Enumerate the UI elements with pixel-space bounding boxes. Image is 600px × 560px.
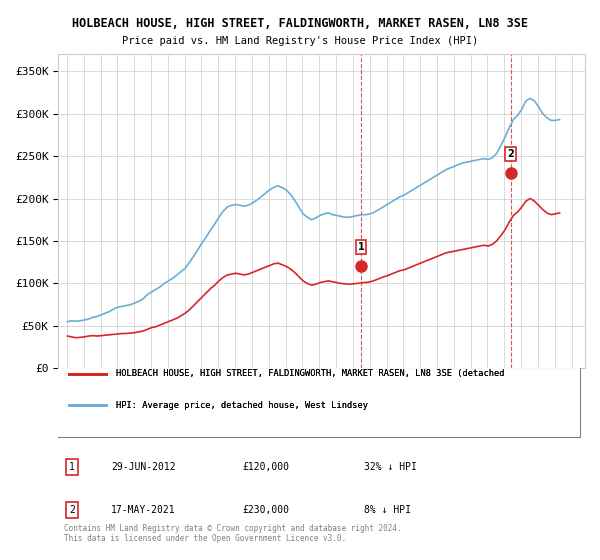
Text: 1: 1: [358, 242, 364, 252]
Text: 1: 1: [69, 462, 75, 472]
Text: 29-JUN-2012: 29-JUN-2012: [111, 462, 176, 472]
Text: 2: 2: [69, 505, 75, 515]
Text: 8% ↓ HPI: 8% ↓ HPI: [364, 505, 411, 515]
Text: HOLBEACH HOUSE, HIGH STREET, FALDINGWORTH, MARKET RASEN, LN8 3SE (detached: HOLBEACH HOUSE, HIGH STREET, FALDINGWORT…: [116, 369, 505, 378]
Text: £120,000: £120,000: [243, 462, 290, 472]
Text: 32% ↓ HPI: 32% ↓ HPI: [364, 462, 417, 472]
Text: HOLBEACH HOUSE, HIGH STREET, FALDINGWORTH, MARKET RASEN, LN8 3SE: HOLBEACH HOUSE, HIGH STREET, FALDINGWORT…: [72, 17, 528, 30]
Text: £230,000: £230,000: [243, 505, 290, 515]
FancyBboxPatch shape: [53, 367, 580, 437]
Text: HPI: Average price, detached house, West Lindsey: HPI: Average price, detached house, West…: [116, 401, 368, 410]
Text: HOLBEACH HOUSE, HIGH STREET, FALDINGWORTH, MARKET RASEN, LN8 3SE (detached: HOLBEACH HOUSE, HIGH STREET, FALDINGWORT…: [116, 369, 505, 378]
Text: HPI: Average price, detached house, West Lindsey: HPI: Average price, detached house, West…: [116, 401, 368, 410]
Text: Price paid vs. HM Land Registry's House Price Index (HPI): Price paid vs. HM Land Registry's House …: [122, 36, 478, 46]
Text: 17-MAY-2021: 17-MAY-2021: [111, 505, 176, 515]
Text: 2: 2: [507, 148, 514, 158]
Text: Contains HM Land Registry data © Crown copyright and database right 2024.
This d: Contains HM Land Registry data © Crown c…: [64, 524, 401, 543]
